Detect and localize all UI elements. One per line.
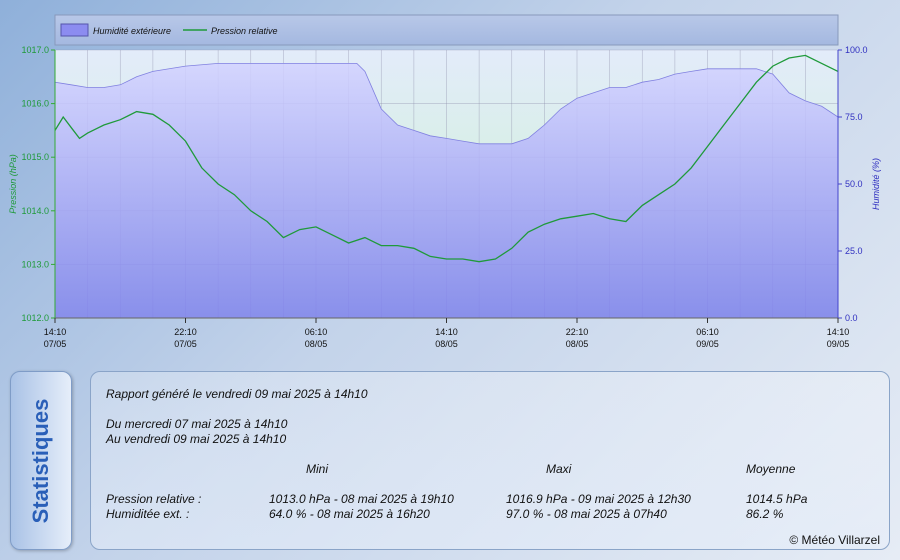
humidity-min-value: 64.0 % - 08 mai 2025 à 16h20: [269, 507, 430, 521]
right-tick-label: 0.0: [845, 313, 858, 323]
legend-swatch-humidity: [60, 23, 89, 37]
x-tick-date: 09/05: [827, 339, 850, 349]
x-tick-date: 08/05: [305, 339, 328, 349]
pressure-line: [54, 54, 839, 263]
right-axis-label: Humidité (%): [871, 158, 881, 210]
x-tick-date: 07/05: [174, 339, 197, 349]
x-tick-date: 07/05: [44, 339, 67, 349]
x-tick-date: 09/05: [696, 339, 719, 349]
copyright-text: © Météo Villarzel: [789, 533, 880, 547]
report-generated-text: Rapport généré le vendredi 09 mai 2025 à…: [106, 387, 368, 401]
x-tick-date: 08/05: [435, 339, 458, 349]
humidity-area: [54, 63, 839, 319]
x-tick-date: 08/05: [566, 339, 589, 349]
header-avg: Moyenne: [746, 462, 796, 476]
legend-label-humidity: Humidité extérieure: [93, 26, 171, 36]
legend-label-pressure: Pression relative: [211, 26, 278, 36]
header-min: Mini: [306, 462, 329, 476]
pressure-avg-value: 1014.5 hPa: [746, 492, 808, 506]
x-tick-time: 06:10: [305, 327, 328, 337]
humidity-max-value: 97.0 % - 08 mai 2025 à 07h40: [506, 507, 667, 521]
header-max: Maxi: [546, 462, 572, 476]
x-tick-time: 14:10: [44, 327, 67, 337]
left-axis-label: Pression (hPa): [8, 154, 18, 214]
right-tick-label: 25.0: [845, 246, 863, 256]
x-tick-time: 06:10: [696, 327, 719, 337]
x-tick-time: 14:10: [827, 327, 850, 337]
period-from-text: Du mercredi 07 mai 2025 à 14h10: [106, 417, 288, 431]
humidity-row-label: Humiditée ext. :: [106, 507, 190, 521]
x-tick-time: 14:10: [435, 327, 458, 337]
right-tick-label: 100.0: [845, 45, 868, 55]
statistics-tab-label: Statistiques: [28, 398, 53, 523]
left-tick-label: 1014.0: [21, 206, 49, 216]
statistics-tab: Statistiques: [10, 371, 72, 550]
left-tick-label: 1017.0: [21, 45, 49, 55]
humidity-avg-value: 86.2 %: [746, 507, 784, 521]
left-tick-label: 1015.0: [21, 152, 49, 162]
pressure-min-value: 1013.0 hPa - 08 mai 2025 à 19h10: [269, 492, 454, 506]
pressure-max-value: 1016.9 hPa - 09 mai 2025 à 12h30: [506, 492, 691, 506]
left-tick-label: 1016.0: [21, 99, 49, 109]
x-tick-time: 22:10: [566, 327, 589, 337]
chart: Humidité extérieure Pression relative 10…: [8, 14, 881, 349]
right-tick-label: 50.0: [845, 179, 863, 189]
legend-box: [54, 14, 839, 46]
statistics-panel: Rapport généré le vendredi 09 mai 2025 à…: [90, 371, 890, 550]
period-to-text: Au vendredi 09 mai 2025 à 14h10: [106, 432, 287, 446]
left-tick-label: 1012.0: [21, 313, 49, 323]
right-tick-label: 75.0: [845, 112, 863, 122]
pressure-row-label: Pression relative :: [106, 492, 202, 506]
left-tick-label: 1013.0: [21, 259, 49, 269]
x-tick-time: 22:10: [174, 327, 197, 337]
